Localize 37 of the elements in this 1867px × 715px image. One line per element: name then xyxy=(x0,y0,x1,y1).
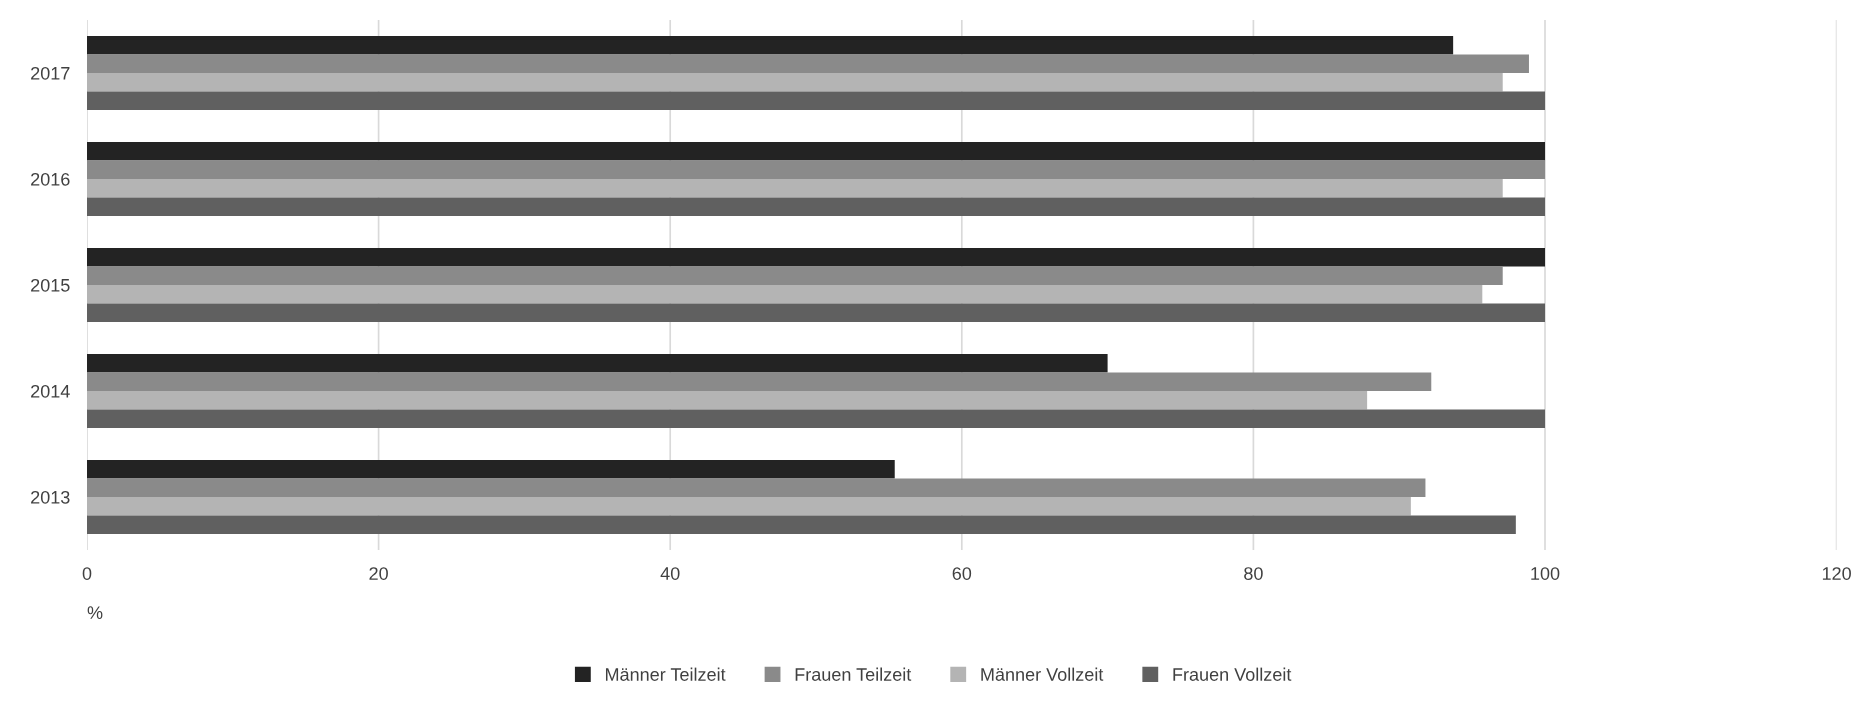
bar xyxy=(87,303,1545,323)
x-tick-label: 100 xyxy=(1531,567,1560,580)
bar xyxy=(87,197,1545,217)
bar xyxy=(87,478,1426,497)
x-tick-label: 120 xyxy=(1822,567,1851,580)
bar xyxy=(87,459,895,479)
x-tick-label: 20 xyxy=(369,567,388,580)
bar xyxy=(87,247,1545,267)
bar xyxy=(87,266,1503,285)
y-tick-label: 2014 xyxy=(31,384,70,398)
y-tick-label: 2013 xyxy=(31,490,70,504)
legend-label: Männer Teilzeit xyxy=(605,667,726,681)
bar xyxy=(87,515,1516,535)
x-tick-label: 40 xyxy=(660,567,680,580)
bar xyxy=(87,372,1432,391)
bar xyxy=(87,285,1483,304)
y-tick-label: 2016 xyxy=(31,172,70,186)
bar xyxy=(87,35,1454,55)
bar xyxy=(87,73,1503,92)
bar xyxy=(87,353,1108,373)
y-tick-label: 2015 xyxy=(31,278,70,292)
bar xyxy=(87,179,1503,198)
x-tick-label: 60 xyxy=(952,567,972,580)
legend-label: Männer Vollzeit xyxy=(981,667,1104,681)
x-axis-title: % xyxy=(87,606,103,619)
bar xyxy=(87,91,1545,111)
bar xyxy=(87,409,1545,429)
bar xyxy=(87,391,1368,410)
legend-label: Frauen Teilzeit xyxy=(795,667,912,681)
x-tick-label: 0 xyxy=(82,567,92,580)
x-tick-label: 80 xyxy=(1244,567,1263,580)
legend-label: Frauen Vollzeit xyxy=(1173,667,1292,681)
bar xyxy=(87,54,1529,73)
y-tick-label: 2017 xyxy=(31,66,70,80)
bar xyxy=(87,497,1411,516)
bar xyxy=(87,160,1545,179)
bar xyxy=(87,141,1545,161)
